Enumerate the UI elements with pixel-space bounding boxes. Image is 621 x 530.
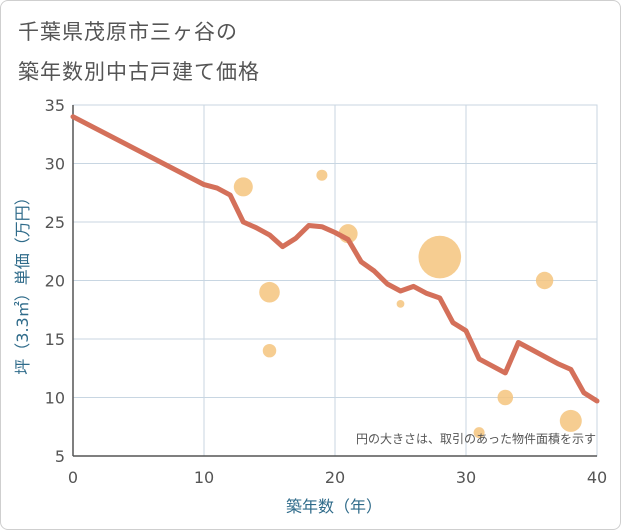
trend-line (70, 114, 600, 404)
data-bubble (535, 271, 554, 290)
x-tick-label: 40 (587, 468, 607, 487)
chart-title-line-2: 築年数別中古戸建て価格 (18, 60, 260, 84)
y-axis-label: 坪（3.3㎡）単価（万円） (13, 189, 32, 374)
data-bubble (259, 281, 280, 303)
data-bubble (233, 177, 253, 197)
y-tick-label: 25 (45, 213, 65, 232)
y-tick-label: 35 (45, 96, 65, 115)
y-tick-label: 30 (45, 155, 65, 174)
data-bubble (559, 409, 582, 432)
x-tick-label: 0 (68, 468, 78, 487)
bubble-size-note: 円の大きさは、取引のあった物件面積を示す (356, 431, 596, 446)
x-tick-label: 10 (194, 468, 214, 487)
y-tick-label: 20 (45, 272, 65, 291)
data-bubble (396, 300, 405, 308)
y-tick-label: 10 (45, 389, 65, 408)
x-axis-label: 築年数（年） (286, 497, 382, 516)
data-bubble (497, 389, 514, 406)
data-bubble (418, 235, 462, 279)
x-tick-label: 20 (325, 468, 345, 487)
y-tick-label: 15 (45, 330, 65, 349)
x-tick-label: 30 (456, 468, 476, 487)
y-tick-label: 5 (55, 447, 65, 466)
data-bubble (316, 169, 328, 181)
chart-title-line-1: 千葉県茂原市三ヶ谷の (18, 20, 238, 44)
data-bubble (262, 343, 277, 358)
data-bubble (473, 427, 485, 439)
